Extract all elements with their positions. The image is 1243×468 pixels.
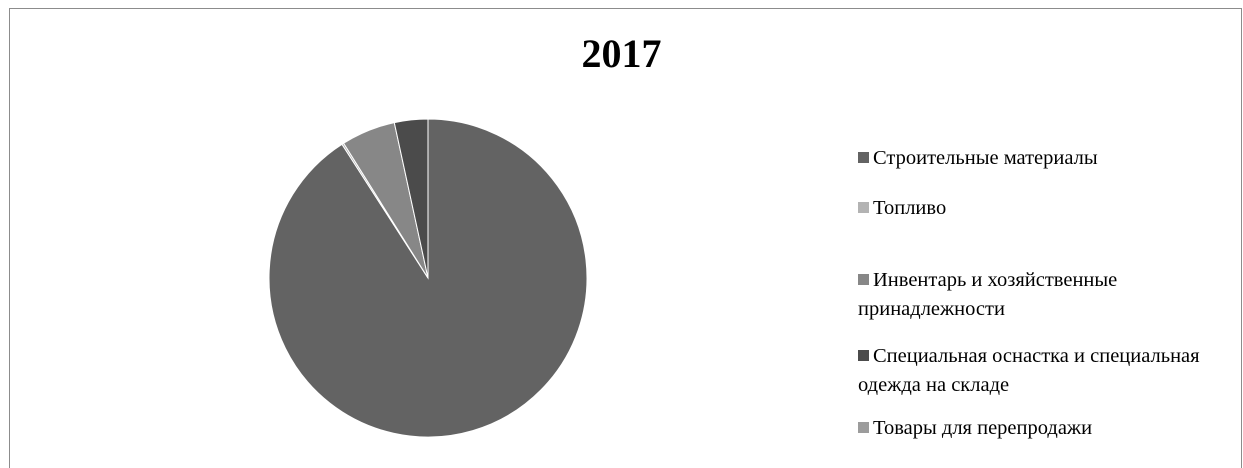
legend-item-special-equipment: Специальная оснастка и специальная одежд… xyxy=(858,342,1238,400)
legend-label-fuel: Топливо xyxy=(873,197,947,219)
legend-item-inventory: Инвентарь и хозяйственные принадлежности xyxy=(858,266,1238,324)
chart-frame xyxy=(9,8,1242,468)
legend-label-inventory: Инвентарь и хозяйственные принадлежности xyxy=(858,269,1118,320)
chart-title: 2017 xyxy=(581,31,662,76)
legend-label-goods-for-resale: Товары для перепродажи xyxy=(873,417,1093,439)
pie-chart xyxy=(268,118,588,438)
legend-label-construction-materials: Строительные материалы xyxy=(873,147,1098,169)
pie-slice-special-equipment xyxy=(393,118,429,279)
legend-swatch-special-equipment xyxy=(858,350,869,361)
legend-swatch-construction-materials xyxy=(858,152,869,163)
legend-swatch-inventory xyxy=(858,274,869,285)
legend-label-special-equipment: Специальная оснастка и специальная одежд… xyxy=(858,345,1200,396)
legend-item-goods-for-resale: Товары для перепродажи xyxy=(858,414,1238,443)
legend-swatch-goods-for-resale xyxy=(858,422,869,433)
legend-swatch-fuel xyxy=(858,202,869,213)
legend-item-fuel: Топливо xyxy=(858,194,1238,223)
legend-item-construction-materials: Строительные материалы xyxy=(858,144,1238,173)
